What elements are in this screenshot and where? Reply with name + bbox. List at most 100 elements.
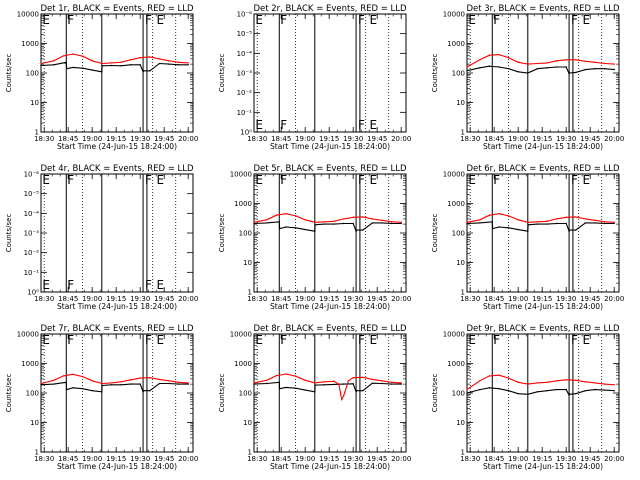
events-series-line [466,221,615,233]
x-tick-label: 19:45 [367,295,387,303]
panel-1: Det 1r, BLACK = Events, RED = LLD 1 10 100 1… [5,4,198,151]
events-point [142,71,144,73]
x-tick-label: 19:15 [532,135,552,143]
events-point [149,70,151,72]
y-axis-label: Counts/sec [431,214,439,253]
annotation-label: E [157,333,165,347]
panel-title: Det 1r, BLACK = Events, RED = LLD [40,4,194,14]
lld-point [342,218,345,220]
annotation-label: E [157,13,165,27]
events-point [594,222,596,224]
events-point [253,383,255,385]
x-tick-label: 19:45 [580,295,600,303]
y-tick-label: 10000 [443,171,465,179]
lld-point [342,395,345,397]
y-tick-label: 1000 [21,360,39,368]
y-tick-label: 10⁻⁵ [24,190,40,198]
lld-point [584,218,587,220]
lld-point [253,221,255,223]
events-series-line [466,387,615,397]
lld-point [72,53,74,55]
events-point [158,382,161,385]
panel-7: Det 7r, BLACK = Events, RED = LLD 1 10 100 1… [5,324,198,471]
events-point [575,71,577,74]
events-point [565,66,567,68]
lld-point [479,219,481,221]
lld-point [149,56,151,58]
events-series-line [253,381,402,394]
y-axis-label: Counts/sec [5,214,13,253]
lld-point [565,59,567,61]
events-point [266,382,268,385]
events-point [371,222,374,224]
x-tick-label: 18:45 [271,135,291,143]
annotation-label: F [280,13,287,27]
annotation-label: E [370,118,378,132]
panel-8: Det 8r, BLACK = Events, RED = LLD 1 10 100 1… [218,324,411,471]
events-series-line [40,381,189,394]
lld-series-line [466,374,615,391]
x-tick-label: 19:15 [532,295,552,303]
annotation-label: F [280,333,287,347]
panel-title: Det 2r, BLACK = Events, RED = LLD [253,4,407,14]
lld-point [347,380,350,382]
events-point [142,70,145,72]
lld-point [498,374,500,376]
plot-frame [40,173,194,293]
lld-point [555,380,558,382]
events-point [142,390,145,392]
events-point [355,391,357,393]
events-point [575,393,577,395]
x-tick-label: 20:00 [604,455,624,463]
events-point [555,222,558,225]
annotation-label: E [157,173,165,187]
x-tick-label: 18:30 [34,455,54,463]
panel-9: Det 9r, BLACK = Events, RED = LLD 1 10 100 1… [431,324,624,471]
events-point [400,383,402,385]
y-tick-label: 10⁻² [24,249,40,257]
x-tick-label: 18:45 [484,135,504,143]
y-tick-label: 10⁻² [237,89,253,97]
events-point [498,388,500,390]
lld-point [40,382,42,385]
x-tick-label: 19:00 [82,455,102,463]
events-point [304,389,306,391]
x-tick-label: 18:30 [247,295,267,303]
lld-point [575,216,577,218]
lld-point [314,382,316,384]
y-tick-label: 10⁻⁶ [24,171,40,179]
lld-point [53,60,55,62]
events-point [314,384,316,386]
events-point [91,390,93,392]
x-tick-label: 18:45 [271,295,291,303]
y-tick-label: 10 [456,99,465,107]
panel-6: Det 6r, BLACK = Events, RED = LLD 1 10 100 1… [431,164,624,311]
events-point [72,387,74,389]
y-tick-label: 10⁻⁴ [24,210,40,218]
panel-title: Det 9r, BLACK = Events, RED = LLD [466,324,620,334]
annotation-label: F [358,118,365,132]
x-tick-label: 19:00 [295,135,315,143]
y-tick-label: 10⁻¹ [24,269,40,277]
events-point [527,393,529,395]
events-point [546,390,548,392]
events-point [507,390,510,392]
lld-point [603,383,606,385]
x-tick-label: 19:00 [295,295,315,303]
lld-point [266,379,268,381]
y-tick-label: 10⁰ [27,289,39,297]
events-point [304,228,306,231]
events-point [507,68,510,70]
events-point [466,392,468,394]
annotation-label: F [358,13,365,27]
events-point [527,230,529,232]
events-point [466,222,468,225]
lld-point [338,383,340,385]
lld-series-line [253,213,402,223]
y-axis-label: Counts/sec [431,54,439,93]
x-tick-label: 19:15 [106,295,126,303]
x-tick-label: 20:00 [391,135,411,143]
annotation-label: F [67,278,74,292]
events-point [294,227,297,229]
events-point [285,386,287,389]
